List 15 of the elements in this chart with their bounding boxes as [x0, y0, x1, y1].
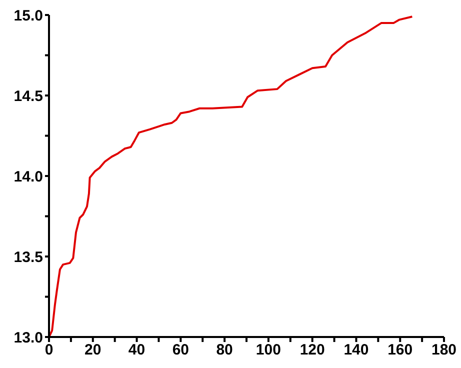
x-tick-label: 160 [388, 342, 413, 359]
x-tick-label: 180 [431, 342, 457, 359]
x-tick-label: 100 [256, 342, 281, 359]
y-tick-label: 14.0 [14, 168, 43, 186]
y-tick-label: 14.5 [14, 88, 43, 105]
x-tick-label: 80 [216, 342, 233, 359]
x-tick-label: 60 [172, 342, 190, 359]
y-tick-label: 13.5 [14, 248, 43, 266]
x-tick-label: 140 [344, 342, 369, 359]
x-tick-label: 20 [84, 342, 102, 359]
x-tick-label: 120 [300, 342, 325, 359]
y-tick-label: 15.0 [14, 7, 43, 24]
x-tick-label: 40 [128, 342, 146, 359]
x-tick-label: 0 [44, 342, 54, 359]
y-tick-label: 13.0 [14, 329, 43, 346]
